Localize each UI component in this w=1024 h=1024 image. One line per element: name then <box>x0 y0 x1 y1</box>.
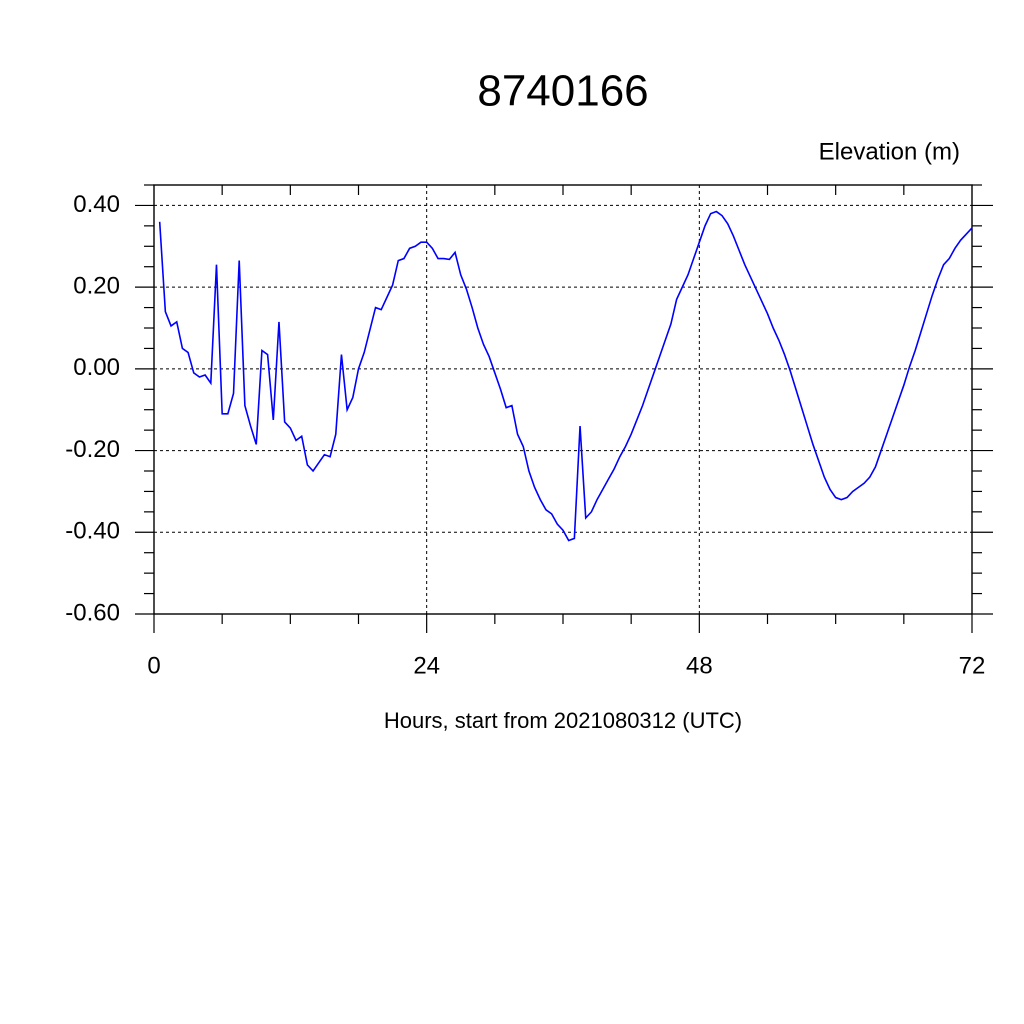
x-tick-label: 48 <box>686 652 713 679</box>
y-tick-label: 0.20 <box>73 272 120 299</box>
chart-title: 8740166 <box>477 67 648 116</box>
y-tick-label: -0.40 <box>65 518 120 545</box>
data-line <box>158 210 973 542</box>
y-tick-label: -0.60 <box>65 599 120 626</box>
x-tick-label: 0 <box>147 652 160 679</box>
y-tick-label: 0.40 <box>73 191 120 218</box>
y-tick-label: -0.20 <box>65 436 120 463</box>
plot-frame <box>153 184 973 615</box>
x-tick-label: 24 <box>413 652 440 679</box>
y-tick-label: 0.00 <box>73 354 120 381</box>
x-axis-label: Hours, start from 2021080312 (UTC) <box>384 708 742 733</box>
y-axis-label: Elevation (m) <box>819 138 960 165</box>
x-tick-label: 72 <box>959 652 986 679</box>
